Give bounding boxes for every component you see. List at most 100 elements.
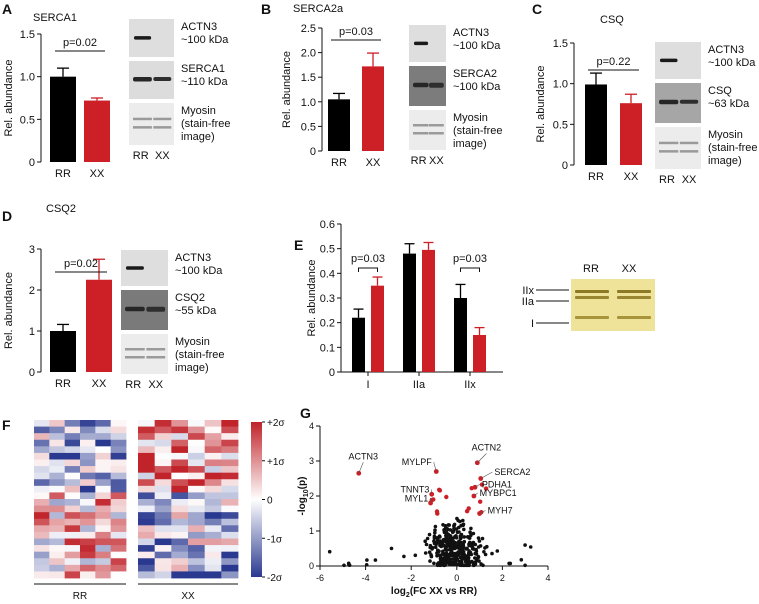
x-tick-label: RR — [55, 378, 71, 390]
heatmap-cell — [49, 571, 66, 579]
heatmap-cell — [64, 564, 81, 572]
heatmap-cell — [188, 525, 206, 533]
panel-c: C CSQ 0 0.5 1.0 1.5 Rel. abundance RR XX p=0.22 — [532, 1, 642, 183]
heatmap-cell — [221, 439, 239, 447]
scatter-point — [447, 523, 452, 527]
heatmap-cell — [34, 485, 50, 493]
blot-label: image) — [708, 155, 742, 167]
bar-xx — [362, 66, 384, 151]
heatmap-cell — [34, 433, 50, 441]
significant-point — [444, 494, 449, 500]
heatmap-cell — [171, 558, 189, 566]
p-value-label: p=0.02 — [63, 37, 97, 49]
lane-label: RR — [659, 174, 675, 186]
scatter-point — [423, 539, 428, 543]
blot-label: Myosin — [175, 336, 210, 348]
heatmap-cell — [80, 466, 96, 474]
label-leader — [358, 462, 364, 474]
protein-label: MYBPC1 — [480, 488, 517, 498]
y-axis-label: -log10(p) — [297, 477, 310, 516]
panel-title: SERCA1 — [33, 12, 77, 24]
heatmap-cell — [34, 505, 50, 513]
blot-label: ~100 kDa — [181, 34, 229, 46]
heatmap-cell — [80, 459, 96, 467]
y-tick-label: 1 — [309, 526, 314, 536]
heatmap-cell — [49, 439, 66, 447]
scatter-point — [451, 553, 455, 557]
heatmap-cell — [204, 499, 222, 506]
heatmap-cell — [171, 531, 189, 539]
heatmap-cell — [64, 525, 81, 533]
heatmap-cell — [154, 439, 172, 447]
p-value-label: p=0.03 — [351, 253, 385, 265]
y-tick-label: 0 — [29, 157, 35, 169]
scatter-point — [476, 545, 481, 549]
y-tick-label: 0.4 — [320, 268, 335, 280]
western-blot-a: ACTN3~100 kDa SERCA1~110 kDa Myosin(stain-… — [129, 19, 231, 162]
heatmap-cell — [221, 551, 239, 559]
scatter-point — [466, 552, 471, 557]
scatter-point — [477, 559, 481, 563]
heatmap-cell — [80, 564, 96, 572]
panel-letter: E — [294, 237, 303, 253]
scatter-point — [447, 541, 451, 546]
bar-rr — [585, 84, 607, 165]
label-leader — [433, 462, 437, 472]
heatmap-cell — [95, 446, 112, 454]
heatmap-cell — [221, 485, 239, 493]
heatmap-cell — [221, 499, 239, 506]
heatmap-cell — [95, 426, 112, 434]
heatmap-cell — [221, 525, 239, 533]
heatmap-cell — [188, 505, 206, 513]
heatmap-cell — [171, 472, 189, 480]
heatmap-cell — [221, 545, 239, 553]
heatmap-cell — [221, 558, 239, 566]
significant-point — [466, 506, 471, 511]
panel-title: CSQ2 — [46, 203, 76, 215]
y-tick-label: 0 — [562, 160, 568, 172]
colorbar-tick-label: -2σ — [267, 573, 283, 584]
y-axis-label: Rel. abundance — [306, 259, 318, 336]
blot-myosin — [655, 127, 701, 169]
blot-label: ACTN3 — [181, 21, 217, 33]
blot-band — [428, 124, 444, 127]
gel-band — [617, 290, 651, 293]
scatter-point — [452, 522, 457, 527]
heatmap-cell — [204, 531, 222, 539]
scatter-point — [450, 530, 455, 535]
x-tick-label: XX — [624, 171, 639, 183]
y-tick-label: 0.2 — [320, 318, 335, 330]
blot-label: Myosin — [708, 129, 743, 141]
scatter-point — [455, 516, 459, 521]
panel-title: CSQ — [600, 14, 624, 26]
protein-label: MYH7 — [488, 506, 513, 516]
blot-band — [133, 117, 152, 121]
heatmap-cell — [188, 564, 206, 572]
gel-band-label: I — [531, 318, 534, 330]
heatmap-cell — [204, 558, 222, 566]
heatmap-cell — [204, 433, 222, 441]
bar-xx — [84, 100, 110, 162]
scatter-point — [413, 553, 418, 558]
scatter-point — [453, 562, 458, 567]
heatmap-cell — [34, 426, 50, 434]
heatmap-cell — [64, 420, 81, 427]
blot-band — [413, 124, 429, 127]
y-axis-label-rest: (p) — [297, 477, 308, 490]
panel-letter: C — [532, 1, 542, 17]
heatmap-cell — [221, 426, 239, 434]
heatmap-cell — [34, 558, 50, 566]
x-tick-label: XX — [92, 378, 107, 390]
heatmap-cell — [110, 466, 127, 474]
y-tick-label: 1.0 — [301, 97, 316, 109]
heatmap-cell — [34, 538, 50, 546]
bar-rr — [50, 76, 76, 162]
group-label: RR — [73, 591, 87, 602]
heatmap-cell — [95, 518, 112, 526]
x-tick-label: 2 — [500, 573, 505, 583]
x-tick-label: -4 — [362, 573, 370, 583]
heatmap-cell — [80, 571, 96, 579]
heatmap-cell — [64, 433, 81, 441]
gel-lane-label: RR — [583, 263, 599, 275]
scatter-point — [433, 531, 437, 535]
